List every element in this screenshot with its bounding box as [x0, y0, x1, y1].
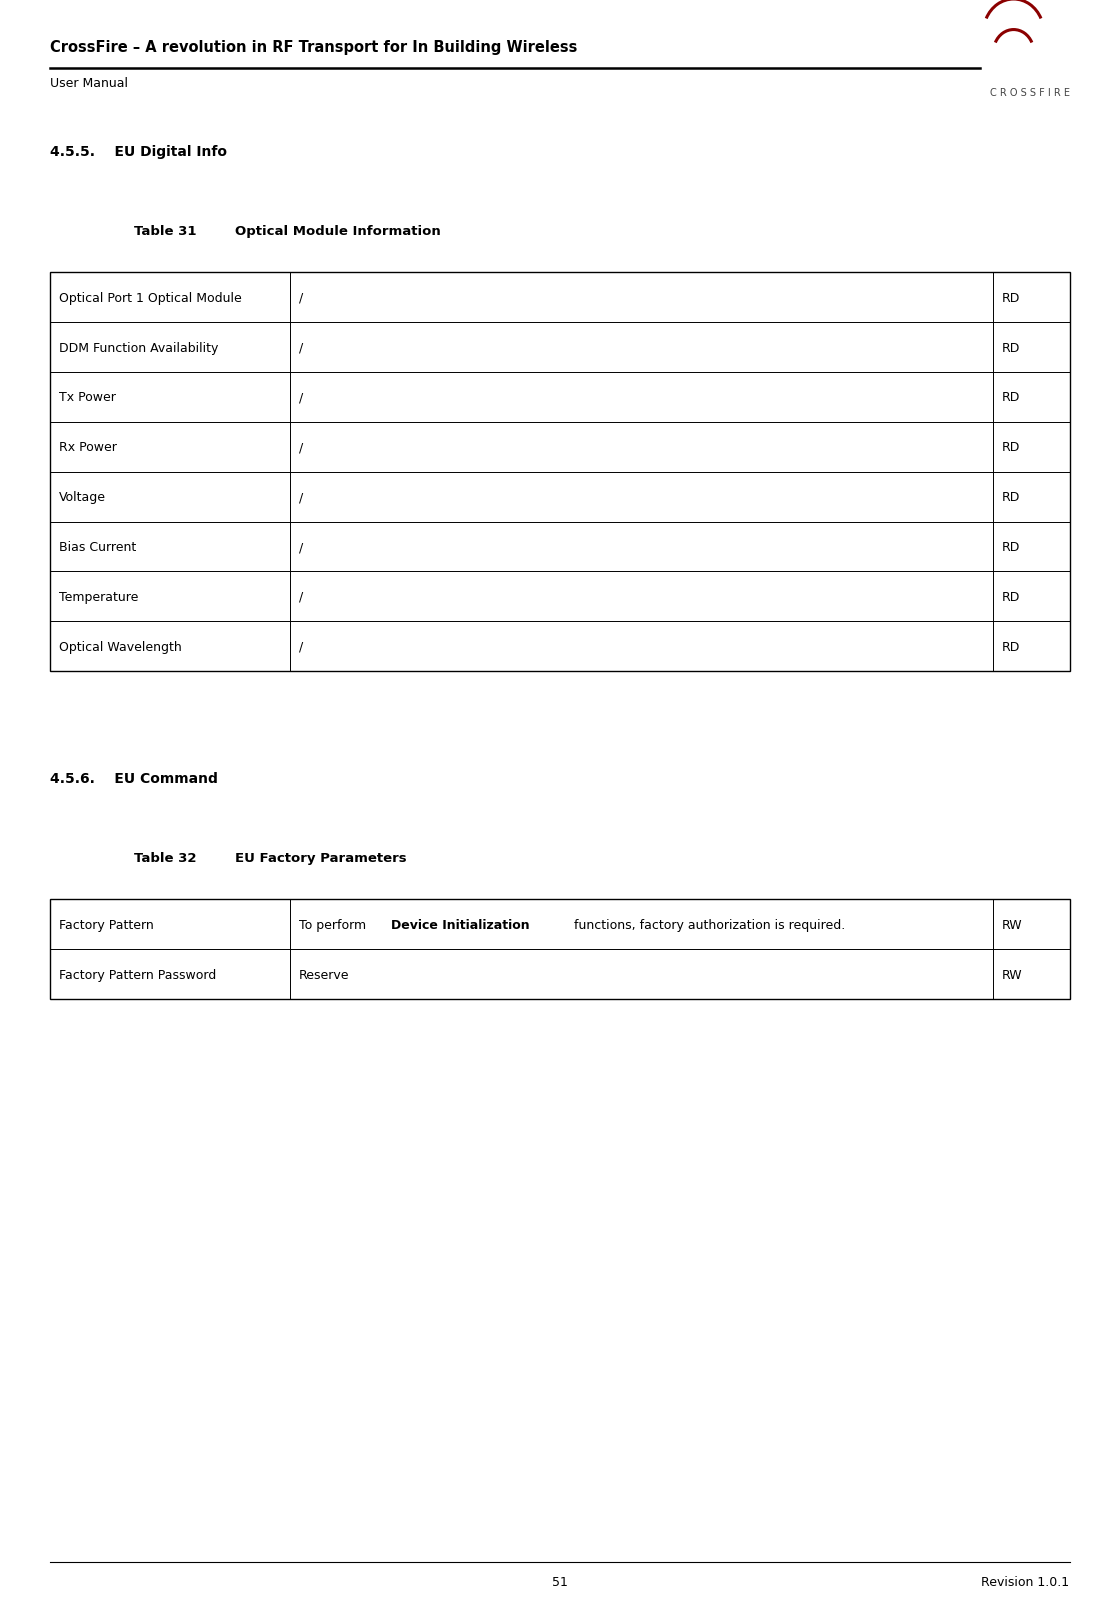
Text: Bias Current: Bias Current	[59, 540, 137, 554]
Text: Revision 1.0.1: Revision 1.0.1	[981, 1575, 1070, 1588]
Text: RD: RD	[1002, 590, 1020, 604]
Text: RD: RD	[1002, 391, 1020, 405]
Text: /: /	[299, 490, 304, 505]
Text: Tx Power: Tx Power	[59, 391, 116, 405]
Text: RW: RW	[1002, 967, 1023, 982]
Text: RD: RD	[1002, 291, 1020, 305]
Bar	[50, 273, 1070, 672]
Text: Rx Power: Rx Power	[59, 440, 118, 455]
Text: /: /	[299, 291, 304, 305]
Text: /: /	[299, 640, 304, 654]
Bar	[50, 900, 1070, 1000]
Text: /: /	[299, 440, 304, 455]
Text: /: /	[299, 391, 304, 405]
Text: C R O S S F I R E: C R O S S F I R E	[990, 88, 1070, 98]
Text: /: /	[299, 590, 304, 604]
Text: RD: RD	[1002, 440, 1020, 455]
Text: EU Factory Parameters: EU Factory Parameters	[235, 852, 407, 865]
Text: Table 31: Table 31	[134, 225, 197, 238]
Text: Table 32: Table 32	[134, 852, 197, 865]
Text: 4.5.6.    EU Command: 4.5.6. EU Command	[50, 771, 218, 786]
Text: Voltage: Voltage	[59, 490, 106, 505]
Text: RW: RW	[1002, 918, 1023, 932]
Text: RD: RD	[1002, 640, 1020, 654]
Text: Reserve: Reserve	[299, 967, 349, 982]
Text: RD: RD	[1002, 490, 1020, 505]
Text: Optical Wavelength: Optical Wavelength	[59, 640, 183, 654]
Text: Factory Pattern Password: Factory Pattern Password	[59, 967, 216, 982]
Text: User Manual: User Manual	[50, 77, 129, 90]
Text: /: /	[299, 341, 304, 355]
Text: Optical Port 1 Optical Module: Optical Port 1 Optical Module	[59, 291, 242, 305]
Text: functions, factory authorization is required.: functions, factory authorization is requ…	[569, 918, 844, 932]
Text: Temperature: Temperature	[59, 590, 139, 604]
Text: Factory Pattern: Factory Pattern	[59, 918, 155, 932]
Text: 51: 51	[552, 1575, 568, 1588]
Text: 4.5.5.    EU Digital Info: 4.5.5. EU Digital Info	[50, 145, 227, 159]
Text: DDM Function Availability: DDM Function Availability	[59, 341, 218, 355]
Text: RD: RD	[1002, 341, 1020, 355]
Text: RD: RD	[1002, 540, 1020, 554]
Text: Optical Module Information: Optical Module Information	[235, 225, 441, 238]
Text: Device Initialization: Device Initialization	[391, 918, 530, 932]
Text: /: /	[299, 540, 304, 554]
Text: To perform: To perform	[299, 918, 370, 932]
Text: CrossFire – A revolution in RF Transport for In Building Wireless: CrossFire – A revolution in RF Transport…	[50, 40, 578, 55]
